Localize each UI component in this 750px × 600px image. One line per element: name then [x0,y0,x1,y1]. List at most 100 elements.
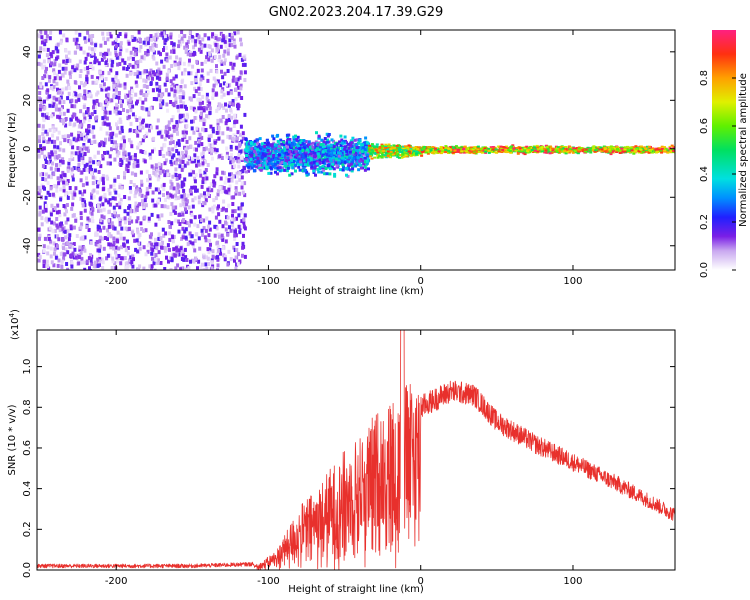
heatmap-cell [181,137,185,142]
heatmap-cell [224,208,228,213]
heatmap-cell [280,142,284,146]
heatmap-cell [185,42,189,47]
heatmap-cell [281,155,285,159]
heatmap-cell [39,144,43,149]
heatmap-cell [39,46,43,51]
heatmap-cell [69,141,73,146]
heatmap-cell [67,91,71,96]
heatmap-cell [213,140,217,145]
heatmap-cell [264,156,268,160]
heatmap-cell [193,176,197,181]
heatmap-cell [81,203,85,208]
heatmap-cell [168,247,171,252]
heatmap-cell [109,34,113,39]
heatmap-cell [179,203,183,208]
heatmap-cell [286,139,290,143]
heatmap-cell [137,30,141,35]
heatmap-cell [116,126,120,131]
heatmap-cell [226,126,230,131]
heatmap-cell [339,144,343,147]
heatmap-cell [223,58,227,63]
heatmap-cell [202,255,206,260]
heatmap-cell [189,259,192,264]
heatmap-cell [96,257,100,262]
heatmap-cell [342,165,345,169]
heatmap-cell [147,216,151,221]
heatmap-cell [216,106,220,111]
heatmap-cell [474,152,478,155]
heatmap-cell [384,147,388,150]
heatmap-cell [325,140,329,144]
heatmap-cell [118,201,122,206]
heatmap-cell [189,97,193,102]
heatmap-cell [78,247,82,252]
heatmap-cell [52,79,56,84]
heatmap-cell [364,160,368,164]
heatmap-cell [235,81,239,86]
heatmap-cell [114,53,118,58]
heatmap-cell [54,127,58,132]
heatmap-cell [118,111,122,115]
heatmap-cell [81,246,85,251]
heatmap-cell [145,169,149,174]
heatmap-cell [209,182,213,186]
heatmap-cell [198,246,202,251]
heatmap-cell [220,69,223,74]
heatmap-cell [371,151,375,154]
heatmap-cell [235,248,239,252]
heatmap-cell [101,202,105,207]
heatmap-cell [302,139,306,143]
heatmap-cell [152,261,156,266]
heatmap-cell [168,231,172,236]
heatmap-cell [219,251,222,256]
heatmap-cell [257,144,261,148]
heatmap-cell [87,124,91,129]
heatmap-cell [110,98,114,103]
heatmap-cell [224,227,228,232]
heatmap-cell [137,142,141,147]
heatmap-cell [197,143,201,148]
heatmap-cell [256,160,260,164]
heatmap-cell [77,157,81,162]
heatmap-cell [333,172,337,176]
heatmap-cell [89,210,92,215]
heatmap-cell [221,139,225,144]
heatmap-cell [65,203,69,207]
heatmap-cell [72,225,76,230]
heatmap-cell [86,131,90,136]
heatmap-cell [221,131,225,136]
heatmap-cell [301,161,305,165]
heatmap-cell [220,94,224,99]
heatmap-cell [284,156,288,160]
heatmap-cell [108,198,112,203]
heatmap-cell [167,69,171,74]
heatmap-cell [332,167,336,171]
heatmap-cell [82,143,86,147]
heatmap-cell [112,240,116,245]
heatmap-cell [178,61,182,66]
heatmap-cell [142,40,146,45]
heatmap-cell [126,227,130,232]
heatmap-cell [231,174,235,179]
heatmap-cell [116,175,120,179]
heatmap-cell [222,186,226,190]
heatmap-cell [221,170,225,175]
heatmap-cell [162,35,166,40]
heatmap-cell [114,75,118,80]
heatmap-cell [95,58,99,63]
heatmap-cell [96,224,100,229]
heatmap-cell [152,56,156,61]
heatmap-cell [46,88,50,93]
heatmap-cell [220,103,224,108]
heatmap-cell [224,239,228,244]
heatmap-cell [361,159,365,163]
heatmap-cell [190,35,194,39]
heatmap-cell [182,193,186,197]
heatmap-cell [117,81,121,86]
heatmap-cell [307,158,310,162]
heatmap-cell [183,104,187,109]
heatmap-cell [87,256,91,261]
heatmap-cell [668,145,672,148]
heatmap-cell [217,232,221,237]
